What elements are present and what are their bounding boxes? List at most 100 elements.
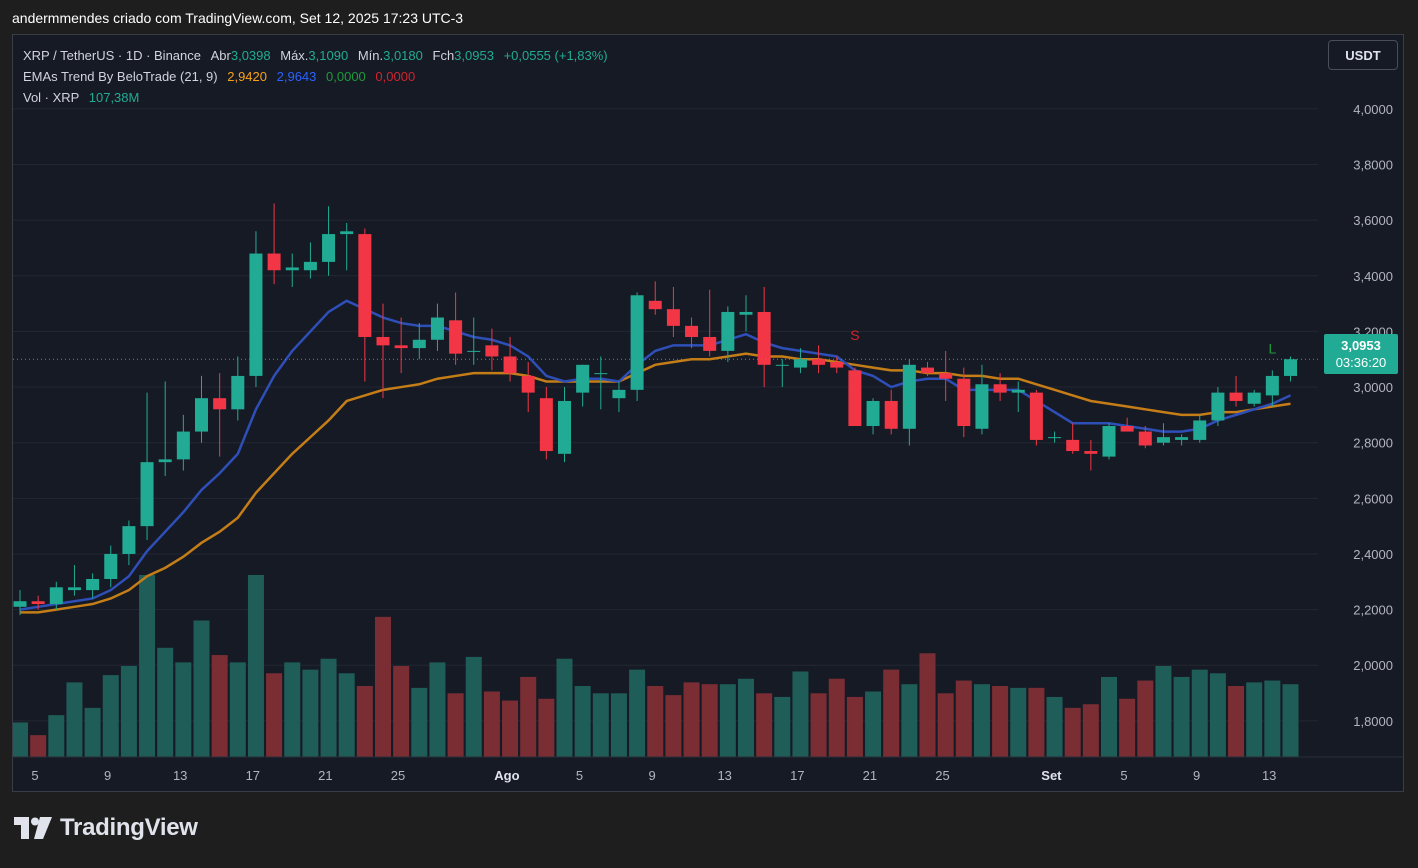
y-tick-label: 3,4000	[1353, 269, 1393, 284]
volume-bar	[30, 735, 47, 757]
volume-bar	[1246, 682, 1263, 757]
low-label: Mín.	[357, 48, 384, 63]
candle-body	[558, 400, 571, 454]
symbol-label[interactable]: XRP / TetherUS · 1D · Binance	[23, 48, 201, 63]
volume-bar	[193, 620, 210, 757]
volume-bar	[1209, 673, 1226, 757]
volume-bar	[538, 698, 555, 757]
tradingview-logo[interactable]: TradingView	[14, 814, 198, 842]
volume-bar	[429, 662, 446, 757]
volume-bar	[1191, 669, 1208, 757]
x-tick-label: 9	[648, 768, 655, 783]
candle-body	[340, 231, 354, 235]
last-price: 3,0953	[1341, 338, 1381, 353]
volume-bar	[683, 682, 700, 757]
candle-body	[249, 253, 263, 376]
volume-bar	[792, 671, 809, 757]
volume-bar	[629, 669, 646, 757]
volume-bar	[1282, 684, 1299, 757]
candle-body	[449, 320, 463, 354]
volume-bar	[1028, 687, 1045, 757]
volume-value: 107,38M	[88, 90, 140, 105]
candle-body	[13, 601, 27, 607]
x-tick-label: 5	[1120, 768, 1127, 783]
volume-bar	[701, 684, 718, 757]
candle-body	[430, 317, 444, 340]
x-tick-label: 5	[576, 768, 583, 783]
candle-body	[467, 350, 481, 352]
candle-body	[1048, 437, 1062, 439]
indicator-value-3: 0,0000	[326, 69, 366, 84]
candle-body	[1211, 392, 1225, 421]
candle-body	[86, 578, 100, 591]
volume-bar	[284, 662, 301, 757]
open-value: 3,0398	[230, 48, 271, 63]
volume-bar	[211, 655, 228, 757]
volume-bar	[1064, 707, 1081, 757]
volume-bar	[1137, 680, 1154, 757]
candle-body	[957, 378, 971, 426]
volume-bar	[1101, 676, 1117, 757]
volume-bar	[1173, 676, 1190, 757]
volume-bar	[447, 693, 464, 757]
candle-body	[939, 373, 953, 379]
y-tick-label: 3,8000	[1353, 158, 1393, 173]
candle-body	[31, 601, 45, 605]
candle-body	[793, 359, 807, 368]
volume-bar	[1228, 686, 1245, 757]
close-value: 3,0953	[454, 48, 494, 63]
volume-bar	[320, 658, 337, 757]
currency-button[interactable]: USDT	[1328, 40, 1398, 70]
volume-bar	[338, 673, 355, 757]
high-label: Máx.	[280, 48, 309, 63]
y-tick-label: 2,6000	[1353, 491, 1393, 506]
volume-bar	[955, 680, 972, 757]
volume-bar	[229, 662, 246, 757]
volume-bar	[139, 575, 156, 757]
volume-bar	[1264, 680, 1281, 757]
candle-body	[503, 356, 517, 374]
volume-bar	[756, 693, 773, 757]
candle-body	[303, 261, 317, 271]
volume-bar	[556, 658, 573, 757]
x-tick-label: 9	[104, 768, 111, 783]
candle-body	[49, 587, 63, 605]
x-tick-label: 9	[1193, 768, 1200, 783]
candle-body	[140, 462, 154, 527]
candle-body	[1175, 437, 1189, 440]
candle-body	[576, 364, 590, 393]
volume-bar	[665, 695, 682, 757]
candle-body	[612, 389, 626, 399]
candle-body	[848, 370, 862, 426]
candle-body	[1011, 389, 1025, 393]
high-value: 3,1090	[308, 48, 349, 63]
chart-caption: andermmendes criado com TradingView.com,…	[12, 10, 464, 26]
x-tick-label: 25	[935, 768, 949, 783]
candle-body	[666, 309, 680, 326]
x-tick-label: 25	[391, 768, 405, 783]
candle-body	[267, 253, 281, 271]
bar-countdown: 03:36:20	[1335, 355, 1387, 370]
indicator-name[interactable]: EMAs Trend By BeloTrade (21, 9)	[23, 69, 218, 84]
volume-bar	[828, 678, 845, 757]
volume-bar	[992, 686, 1009, 757]
candle-body	[1156, 437, 1170, 443]
price-chart[interactable]: 4,00003,80003,60003,40003,20003,00002,80…	[13, 35, 1403, 791]
candle-body	[158, 459, 172, 463]
volume-legend: Vol · XRP 107,38M	[23, 87, 608, 108]
candle-body	[122, 526, 136, 554]
candle-body	[231, 375, 245, 410]
indicator-value-4: 0,0000	[375, 69, 416, 84]
volume-bar	[973, 684, 990, 757]
last-price-tag: 3,0953 03:36:20	[1324, 334, 1398, 374]
volume-label[interactable]: Vol · XRP	[23, 90, 80, 105]
volume-bar	[465, 656, 482, 757]
candle-body	[285, 267, 299, 271]
volume-bar	[610, 693, 627, 757]
volume-bar	[102, 675, 119, 757]
x-tick-label: Ago	[494, 768, 519, 783]
candle-body	[812, 359, 826, 365]
volume-bar	[647, 686, 664, 757]
ema-9-line	[19, 299, 1292, 611]
volume-bar	[375, 616, 391, 757]
